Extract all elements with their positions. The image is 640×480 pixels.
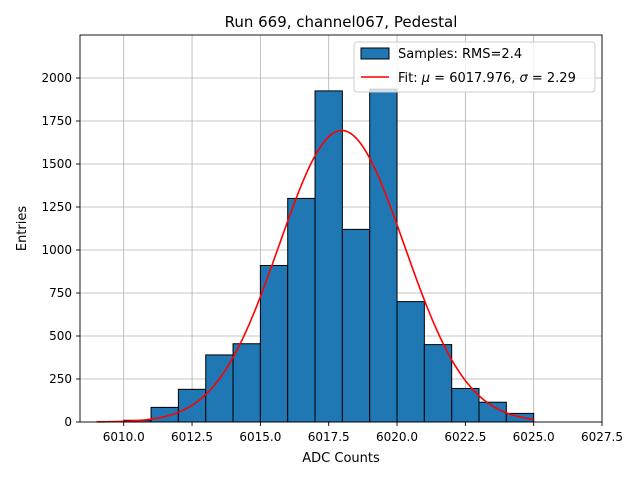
y-tick-label: 500 xyxy=(49,329,72,343)
y-tick-label: 250 xyxy=(49,372,72,386)
legend-label-fit: Fit: μ = 6017.976, σ = 2.29 xyxy=(398,71,576,86)
legend-fit-mu-value: = 6017.976, xyxy=(430,71,519,86)
histogram-bar xyxy=(423,344,453,423)
fit-curve xyxy=(96,129,534,423)
y-tick-label: 1000 xyxy=(41,243,72,257)
x-axis-ticks: 6010.0 6012.5 6015.0 6017.5 6020.0 6022.5 6025… xyxy=(103,422,623,444)
x-tick-label: 6012.5 xyxy=(171,430,213,444)
y-axis-ticks: 0 250 500 750 1000 1250 1500 1750 2000 xyxy=(41,71,80,429)
chart-title: Run 669, channel067, Pedestal xyxy=(225,13,458,31)
histogram-bar xyxy=(341,228,371,423)
y-tick-label: 2000 xyxy=(41,71,72,85)
x-tick-label: 6025.0 xyxy=(513,430,555,444)
histogram-bar xyxy=(396,301,425,423)
y-tick-label: 1750 xyxy=(41,114,72,128)
x-tick-label: 6010.0 xyxy=(103,430,145,444)
x-axis-label: ADC Counts xyxy=(302,451,380,466)
y-tick-label: 0 xyxy=(64,415,72,429)
histogram-bar xyxy=(287,197,316,423)
legend-label-samples: Samples: RMS=2.4 xyxy=(398,47,522,62)
legend: Samples: RMS=2.4 Fit: μ = 6017.976, σ = … xyxy=(353,41,596,93)
legend-fit-prefix: Fit: xyxy=(398,71,422,86)
x-tick-label: 6027.5 xyxy=(581,430,623,444)
plot-frame xyxy=(79,34,603,423)
legend-fit-sigma: σ xyxy=(520,71,529,86)
x-tick-label: 6022.5 xyxy=(444,430,486,444)
histogram-bar xyxy=(369,88,398,423)
y-tick-label: 1500 xyxy=(41,157,72,171)
legend-fit-mu: μ xyxy=(421,71,430,86)
histogram-bar xyxy=(259,264,289,423)
legend-swatch-samples xyxy=(360,47,390,60)
x-tick-label: 6020.0 xyxy=(376,430,418,444)
legend-box xyxy=(353,41,596,93)
histogram-bar xyxy=(451,387,480,423)
y-tick-label: 750 xyxy=(49,286,72,300)
x-tick-label: 6015.0 xyxy=(239,430,281,444)
y-axis-label: Entries xyxy=(15,206,30,252)
y-tick-label: 1250 xyxy=(41,200,72,214)
legend-fit-sigma-value: = 2.29 xyxy=(528,71,576,86)
x-tick-label: 6017.5 xyxy=(308,430,350,444)
histogram-bar xyxy=(314,90,343,423)
histogram-bar xyxy=(232,343,261,423)
